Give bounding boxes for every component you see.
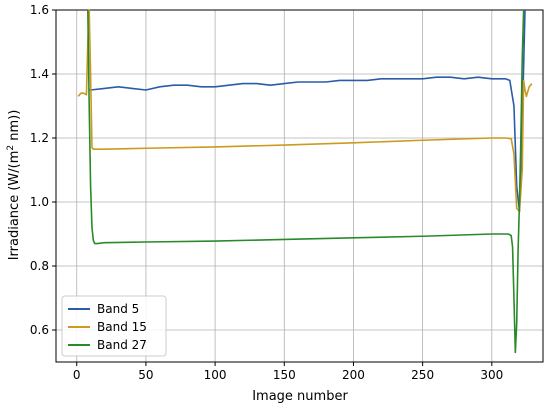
y-tick-label: 1.2 — [30, 131, 49, 145]
x-tick-label: 50 — [138, 368, 153, 382]
series-line-band-5 — [89, 9, 526, 213]
y-tick-label: 0.8 — [30, 259, 49, 273]
legend-label: Band 5 — [97, 302, 139, 316]
y-tick-label: 0.6 — [30, 323, 49, 337]
legend-label: Band 27 — [97, 338, 147, 352]
x-tick-label: 0 — [73, 368, 81, 382]
series-lines — [77, 9, 533, 354]
legend-box — [61, 295, 167, 357]
x-tick-label: 250 — [411, 368, 434, 382]
y-tick-label: 1.0 — [30, 195, 49, 209]
axes: 0 50 100 150 200 250 300 0.6 0.8 1.0 1.2 1.4 1.6 — [30, 3, 544, 382]
x-tick-label: 100 — [204, 368, 227, 382]
plot-frame — [55, 9, 544, 363]
x-tick-label: 150 — [273, 368, 296, 382]
y-axis-label: Irradiance (W/(m2 nm)) — [6, 110, 22, 261]
legend-label: Band 15 — [97, 320, 147, 334]
x-axis-label: Image number — [252, 389, 348, 404]
series-line-band-27 — [87, 9, 525, 354]
x-tick-label: 200 — [342, 368, 365, 382]
y-tick-label: 1.4 — [30, 67, 49, 81]
x-tick-label: 300 — [480, 368, 503, 382]
y-tick-label: 1.6 — [30, 3, 49, 17]
legend: Band 5 Band 15 Band 27 — [61, 295, 167, 357]
